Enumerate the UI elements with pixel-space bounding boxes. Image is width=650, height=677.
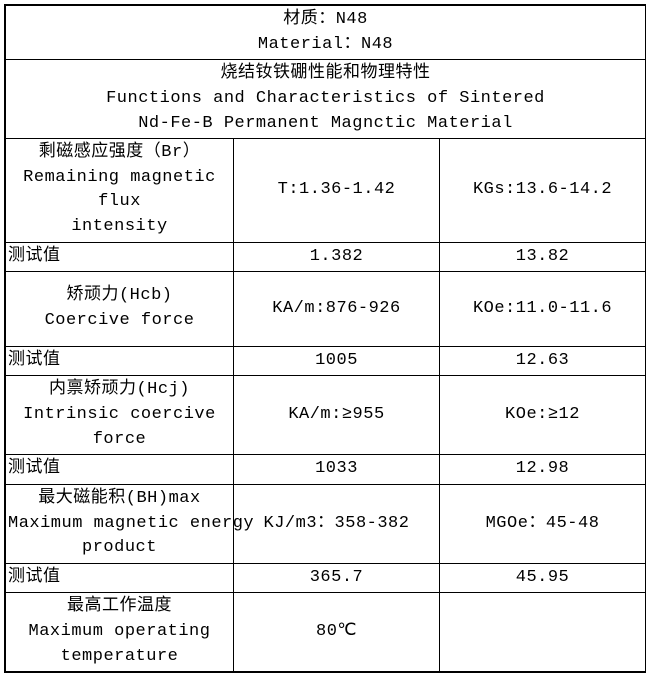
hcj-row: 内禀矫顽力(Hcj) Intrinsic coercive force KA/m… [6, 376, 646, 455]
temp-label: 最高工作温度 Maximum operating temperature [6, 593, 234, 672]
temp-c2 [440, 593, 646, 672]
br-c2: KGs:13.6-14.2 [440, 139, 646, 243]
header-cell: 材质：N48 Material：N48 [6, 6, 646, 60]
hcj-test-c1: 1033 [234, 455, 440, 485]
hcb-test-row: 测试值 1005 12.63 [6, 346, 646, 376]
subheader-en1: Functions and Characteristics of Sintere… [106, 89, 545, 108]
bh-c2: MGOe：45-48 [440, 484, 646, 563]
bh-test-row: 测试值 365.7 45.95 [6, 563, 646, 593]
subheader-cell: 烧结钕铁硼性能和物理特性 Functions and Characteristi… [6, 60, 646, 139]
hcj-test-c2: 12.98 [440, 455, 646, 485]
hcj-c2: KOe:≥12 [440, 376, 646, 455]
br-test-c2: 13.82 [440, 242, 646, 272]
hcb-label: 矫顽力(Hcb) Coercive force [6, 272, 234, 346]
hcj-c1: KA/m:≥955 [234, 376, 440, 455]
bh-label: 最大磁能积(BH)max Maximum magnetic energy pro… [6, 484, 234, 563]
br-test-label: 测试值 [6, 242, 234, 272]
bh-test-c1: 365.7 [234, 563, 440, 593]
header-en: Material：N48 [258, 35, 393, 54]
header-zh: 材质：N48 [283, 10, 368, 29]
bh-row: 最大磁能积(BH)max Maximum magnetic energy pro… [6, 484, 646, 563]
bh-test-label: 测试值 [6, 563, 234, 593]
hcb-test-c1: 1005 [234, 346, 440, 376]
br-label: 剩磁感应强度（Br） Remaining magnetic flux inten… [6, 139, 234, 243]
br-row: 剩磁感应强度（Br） Remaining magnetic flux inten… [6, 139, 646, 243]
br-test-c1: 1.382 [234, 242, 440, 272]
temp-c1: 80℃ [234, 593, 440, 672]
br-c1: T:1.36-1.42 [234, 139, 440, 243]
hcj-label: 内禀矫顽力(Hcj) Intrinsic coercive force [6, 376, 234, 455]
header-row: 材质：N48 Material：N48 [6, 6, 646, 60]
hcb-c1: KA/m:876-926 [234, 272, 440, 346]
subheader-row: 烧结钕铁硼性能和物理特性 Functions and Characteristi… [6, 60, 646, 139]
material-spec-table: 材质：N48 Material：N48 烧结钕铁硼性能和物理特性 Functio… [4, 4, 646, 673]
br-test-row: 测试值 1.382 13.82 [6, 242, 646, 272]
bh-c1: KJ/m3：358-382 [234, 484, 440, 563]
hcj-test-row: 测试值 1033 12.98 [6, 455, 646, 485]
hcb-test-c2: 12.63 [440, 346, 646, 376]
hcb-c2: KOe:11.0-11.6 [440, 272, 646, 346]
table: 材质：N48 Material：N48 烧结钕铁硼性能和物理特性 Functio… [5, 5, 646, 672]
hcb-row: 矫顽力(Hcb) Coercive force KA/m:876-926 KOe… [6, 272, 646, 346]
temp-row: 最高工作温度 Maximum operating temperature 80℃ [6, 593, 646, 672]
subheader-en2: Nd-Fe-B Permanent Magnctic Material [138, 114, 513, 133]
hcj-test-label: 测试值 [6, 455, 234, 485]
hcb-test-label: 测试值 [6, 346, 234, 376]
subheader-zh: 烧结钕铁硼性能和物理特性 [221, 64, 431, 83]
bh-test-c2: 45.95 [440, 563, 646, 593]
